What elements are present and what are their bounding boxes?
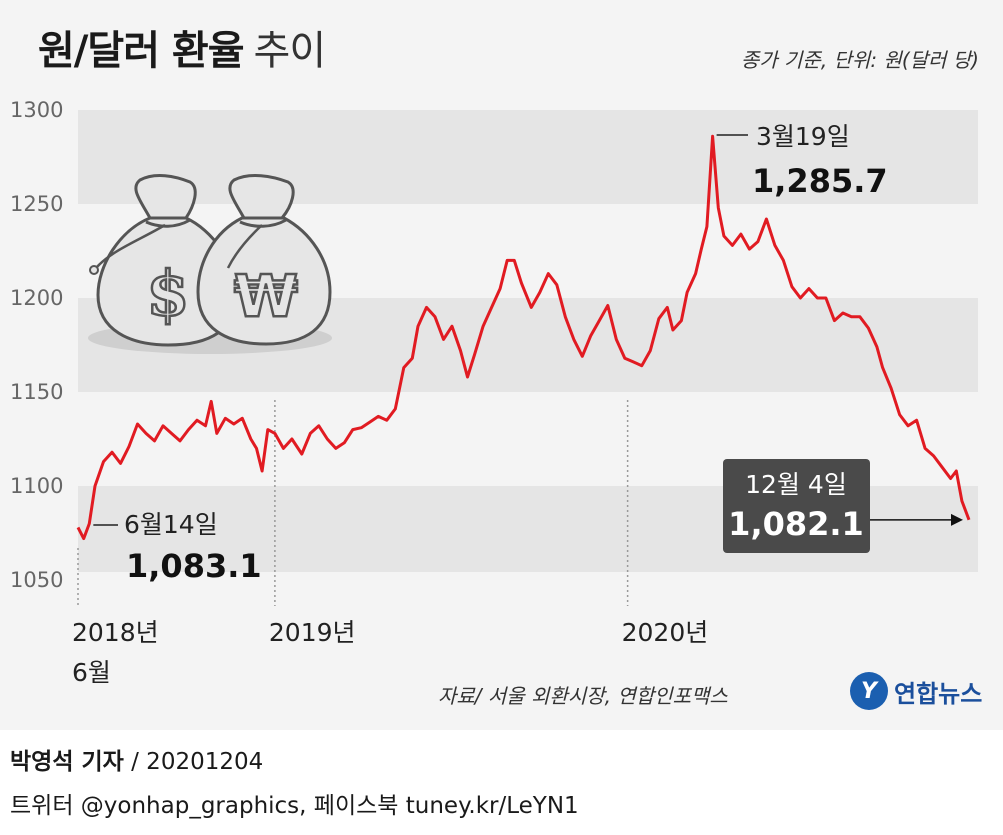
y-tick-label: 1100 (10, 474, 63, 498)
annotation-start-date: 6월14일 (124, 510, 218, 539)
exchange-rate-line (76, 134, 971, 541)
svg-text:₩: ₩ (234, 262, 298, 330)
annotation-peak-value: 1,285.7 (752, 162, 888, 200)
callout-box (723, 459, 870, 553)
x-tick-label: 2019년 (269, 618, 356, 647)
y-tick-label: 1300 (10, 98, 63, 122)
annotation-start: 6월14일 1,083.1 (93, 510, 262, 585)
source-note: 자료/ 서울 외환시장, 연합인포맥스 (438, 684, 728, 708)
yonhap-logo-text: 연합뉴스 (894, 679, 983, 708)
y-tick-label: 1200 (10, 286, 63, 310)
y-tick-label: 1050 (10, 568, 63, 592)
arrow-head (951, 513, 963, 526)
annotation-end: 12월 4일 1,082.1 (723, 459, 963, 553)
yonhap-logo-icon: Y (850, 672, 888, 710)
svg-text:$: $ (146, 257, 189, 330)
x-tick-label: 6월 (72, 658, 111, 687)
unit-note: 종가 기준, 단위: 원(달러 당) (740, 48, 979, 72)
page-title: 원/달러 환율 추이 (38, 18, 327, 76)
annotation-peak-date: 3월19일 (756, 122, 850, 151)
y-tick-label: 1250 (10, 192, 63, 216)
publish-date: / 20201204 (131, 749, 264, 775)
title-main: 원/달러 환율 (38, 28, 245, 74)
x-tick-label: 2018년 (72, 618, 159, 647)
won-money-bag-icon: ₩ (196, 174, 332, 346)
money-bags-illustration: $ ₩ (88, 174, 332, 354)
annotation-end-date: 12월 4일 (745, 470, 847, 499)
annotation-start-value: 1,083.1 (126, 547, 262, 585)
y-tick-label: 1150 (10, 380, 63, 404)
byline: 박영석 기자 / 20201204 (10, 742, 263, 776)
exchange-rate-chart: 1300 1250 1200 1150 1100 1050 2018년 6월 2019년 202… (10, 98, 978, 687)
x-axis-ticks: 2018년 6월 2019년 2020년 (72, 618, 708, 687)
grid-band (78, 110, 978, 204)
reporter-name: 박영석 기자 (10, 749, 124, 775)
title-suffix: 추이 (253, 28, 327, 74)
annotation-end-value: 1,082.1 (728, 505, 864, 543)
yonhap-logo: Y 연합뉴스 (850, 672, 982, 710)
y-axis-ticks: 1300 1250 1200 1150 1100 1050 (10, 98, 63, 592)
x-guide-lines (77, 400, 629, 606)
x-tick-label: 2020년 (622, 618, 709, 647)
social-links: 트위터 @yonhap_graphics, 페이스북 tuney.kr/LeYN… (10, 793, 579, 819)
annotation-peak: 3월19일 1,285.7 (716, 122, 888, 200)
